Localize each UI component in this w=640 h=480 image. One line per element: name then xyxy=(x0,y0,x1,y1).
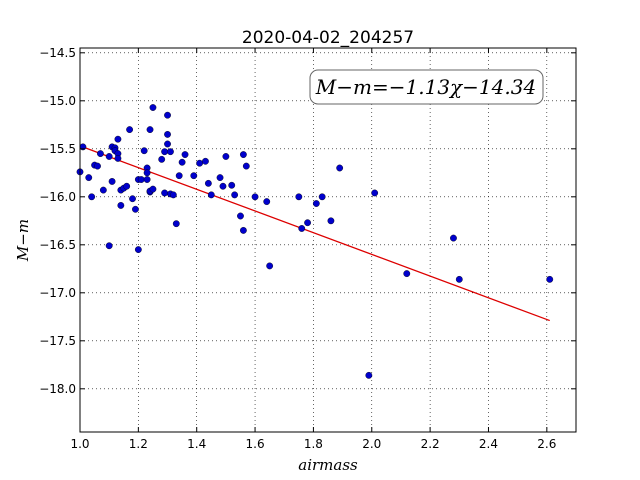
x-tick-label: 1.4 xyxy=(187,437,206,451)
chart-title: 2020-04-02_204257 xyxy=(242,28,414,48)
y-tick-label: −17.0 xyxy=(39,286,76,300)
data-point xyxy=(190,172,198,180)
fit-equation: M−m=−1.13χ−14.34 xyxy=(315,75,536,99)
data-point xyxy=(239,151,247,158)
ticks: 1.0 1.2 1.4 1.6 1.8 2.0 2.2 2.4 2.6 −14.5 −15.0 −15… xyxy=(39,46,576,451)
x-tick-label: 2.6 xyxy=(537,437,556,451)
data-point xyxy=(298,225,306,232)
data-point xyxy=(108,178,116,185)
plot-area xyxy=(80,48,576,432)
data-point xyxy=(222,153,230,160)
fit-line-layer xyxy=(79,145,550,322)
data-point xyxy=(105,242,113,250)
x-tick-label: 2.4 xyxy=(479,437,498,451)
data-point xyxy=(295,193,303,201)
data-point xyxy=(207,191,215,199)
data-point xyxy=(327,217,335,225)
data-point xyxy=(175,172,183,180)
data-point xyxy=(228,181,236,189)
data-point xyxy=(263,198,271,206)
y-axis-label: M−m xyxy=(14,219,32,262)
data-point xyxy=(149,104,157,111)
y-tick-label: −16.0 xyxy=(39,190,76,204)
data-points-layer xyxy=(76,104,554,379)
data-point xyxy=(88,193,96,201)
annotation-box xyxy=(309,69,544,105)
y-tick-label: −14.5 xyxy=(39,46,76,60)
x-tick-label: 1.8 xyxy=(304,437,323,451)
data-point xyxy=(167,148,174,156)
data-point xyxy=(178,158,186,166)
data-point xyxy=(161,148,169,156)
data-point xyxy=(94,162,101,170)
data-point xyxy=(336,164,344,172)
data-point xyxy=(231,191,239,199)
plot-frame xyxy=(79,47,577,433)
data-point xyxy=(164,140,171,148)
data-point xyxy=(196,159,204,167)
y-tick-label: −17.5 xyxy=(39,334,76,348)
data-point xyxy=(146,126,154,134)
data-point xyxy=(105,153,113,160)
data-point xyxy=(403,270,411,277)
x-tick-label: 2.2 xyxy=(421,437,440,451)
data-point xyxy=(202,157,209,165)
data-point xyxy=(143,169,151,177)
data-point xyxy=(204,179,212,187)
x-axis-label: airmass xyxy=(298,456,358,474)
data-point xyxy=(164,111,171,119)
data-point xyxy=(169,191,177,199)
data-point xyxy=(123,182,131,190)
data-point xyxy=(149,185,157,193)
data-point xyxy=(219,182,227,190)
data-point xyxy=(117,202,125,209)
data-point xyxy=(181,151,189,158)
data-point xyxy=(242,162,250,170)
y-tick-label: −15.0 xyxy=(39,94,76,108)
data-point xyxy=(365,371,373,379)
data-point xyxy=(99,186,107,194)
data-point xyxy=(114,154,122,162)
data-point xyxy=(318,193,326,201)
y-tick-label: −16.5 xyxy=(39,238,76,252)
data-point xyxy=(371,189,379,197)
data-point xyxy=(455,275,463,283)
data-point xyxy=(237,212,244,220)
data-point xyxy=(266,262,274,270)
data-point xyxy=(546,275,554,283)
data-point xyxy=(132,205,139,213)
data-point xyxy=(114,135,122,143)
data-point xyxy=(85,174,93,182)
data-point xyxy=(161,189,169,197)
fit-line xyxy=(79,145,550,322)
data-point xyxy=(143,176,151,183)
data-point xyxy=(140,147,148,155)
data-point xyxy=(251,193,259,201)
data-point xyxy=(129,195,136,203)
data-point xyxy=(172,220,180,228)
y-tick-label: −18.0 xyxy=(39,382,76,396)
x-tick-label: 1.6 xyxy=(246,437,265,451)
data-point xyxy=(137,176,145,183)
data-point xyxy=(304,219,311,227)
data-point xyxy=(97,150,104,158)
data-point xyxy=(216,174,224,182)
data-point xyxy=(164,130,171,138)
data-point xyxy=(239,226,247,234)
data-point xyxy=(126,126,134,134)
data-point xyxy=(312,200,320,207)
x-tick-label: 1.0 xyxy=(70,437,89,451)
y-tick-label: −15.5 xyxy=(39,142,76,156)
data-point xyxy=(134,246,142,254)
data-point xyxy=(450,234,457,242)
x-tick-label: 1.2 xyxy=(129,437,148,451)
data-point xyxy=(158,155,166,163)
x-tick-label: 2.0 xyxy=(362,437,381,451)
